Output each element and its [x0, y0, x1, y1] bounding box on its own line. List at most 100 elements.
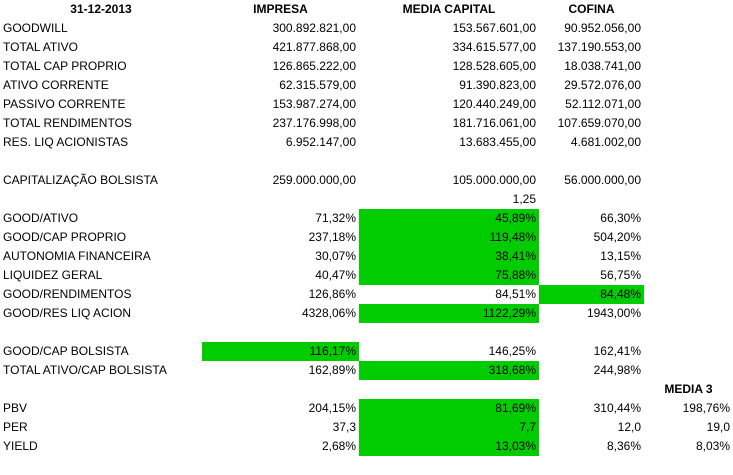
cell-media-capital[interactable]: 1122,29% [359, 304, 539, 323]
cell-impresa[interactable]: 37,3 [332, 420, 356, 434]
cell-cofina[interactable]: 8,36% [606, 439, 641, 453]
cell-media-capital[interactable]: 153.567.601,00 [452, 21, 536, 35]
row-label[interactable]: ATIVO CORRENTE [3, 78, 109, 92]
row-label[interactable] [0, 323, 202, 342]
header-media-3[interactable]: MEDIA 3 [664, 382, 713, 396]
cell-media-capital[interactable]: 7,7 [359, 418, 539, 437]
row-label[interactable]: PBV [3, 401, 28, 415]
cell-cofina[interactable]: 4.681.002,00 [570, 135, 641, 149]
cell-media-capital[interactable] [359, 152, 539, 171]
row-label[interactable] [0, 380, 202, 399]
row-label[interactable]: LIQUIDEZ GERAL [3, 268, 103, 282]
cell-media-capital[interactable]: 120.440.249,00 [452, 97, 536, 111]
header-impresa[interactable]: IMPRESA [253, 2, 308, 16]
cell-impresa[interactable]: 237,18% [308, 230, 356, 244]
header-cofina[interactable]: COFINA [568, 2, 615, 16]
row-label[interactable] [0, 190, 202, 209]
cell-cofina[interactable]: 18.038.741,00 [564, 59, 641, 73]
row-label[interactable]: GOOD/RENDIMENTOS [3, 287, 132, 301]
cell-media-capital[interactable]: 13,03% [359, 437, 539, 456]
cell-impresa[interactable]: 162,89% [308, 363, 356, 377]
row-label[interactable]: PASSIVO CORRENTE [3, 97, 126, 111]
cell-cofina[interactable]: 56,75% [600, 268, 641, 282]
row-label[interactable]: TOTAL ATIVO [3, 40, 78, 54]
cell-impresa[interactable]: 126.865.222,00 [272, 59, 356, 73]
cell-impresa[interactable]: 71,32% [315, 211, 356, 225]
cell-impresa[interactable]: 421.877.868,00 [272, 40, 356, 54]
cell-cofina[interactable] [539, 152, 644, 171]
cell-cofina[interactable]: 1943,00% [586, 306, 641, 320]
cell-media-capital[interactable]: 38,41% [359, 247, 539, 266]
cell-impresa[interactable]: 30,07% [315, 249, 356, 263]
row-label[interactable]: GOOD/CAP PROPRIO [3, 230, 127, 244]
cell-media-capital[interactable]: 146,25% [488, 344, 536, 358]
cell-impresa[interactable] [202, 152, 359, 171]
cell-media-capital[interactable]: 334.615.577,00 [452, 40, 536, 54]
cell-media-capital[interactable]: 45,89% [359, 209, 539, 228]
cell-cofina[interactable] [539, 190, 644, 209]
cell-media-3[interactable]: 19,0 [706, 420, 730, 434]
cell-cofina[interactable]: 12,0 [617, 420, 641, 434]
cell-media-capital[interactable]: 13.683.455,00 [459, 135, 536, 149]
cell-impresa[interactable] [202, 380, 359, 399]
cell-media-capital[interactable]: 181.716.061,00 [452, 116, 536, 130]
cell-impresa[interactable]: 4328,06% [301, 306, 356, 320]
cell-media-capital[interactable]: 1,25 [512, 192, 536, 206]
cell-impresa[interactable] [202, 323, 359, 342]
cell-cofina[interactable]: 137.190.553,00 [557, 40, 641, 54]
cell-media-3[interactable]: 198,76% [682, 401, 730, 415]
cell-media-3[interactable] [644, 380, 733, 399]
cell-media-3[interactable]: 8,03% [695, 439, 730, 453]
cell-impresa[interactable]: 126,86% [308, 287, 356, 301]
cell-cofina[interactable] [539, 323, 644, 342]
cell-cofina[interactable]: 56.000.000,00 [564, 173, 641, 187]
header-media-capital[interactable]: MEDIA CAPITAL [402, 2, 496, 16]
cell-cofina[interactable] [539, 380, 644, 399]
header-date[interactable]: 31-12-2013 [70, 2, 132, 16]
cell-impresa[interactable]: 259.000.000,00 [272, 173, 356, 187]
row-label[interactable]: TOTAL RENDIMENTOS [3, 116, 132, 130]
cell-media-capital[interactable] [359, 380, 539, 399]
cell-impresa[interactable]: 6.952.147,00 [285, 135, 356, 149]
row-label[interactable]: GOOD/ATIVO [3, 211, 79, 225]
cell-media-capital[interactable]: 128.528.605,00 [452, 59, 536, 73]
cell-cofina[interactable]: 504,20% [593, 230, 641, 244]
cell-impresa[interactable]: 204,15% [308, 401, 356, 415]
cell-impresa[interactable]: 40,47% [315, 268, 356, 282]
cell-cofina[interactable]: 244,98% [593, 363, 641, 377]
cell-cofina[interactable]: 107.659.070,00 [557, 116, 641, 130]
row-label[interactable]: TOTAL ATIVO/CAP BOLSISTA [3, 363, 167, 377]
cell-cofina[interactable]: 310,44% [593, 401, 641, 415]
cell-media-capital[interactable]: 119,48% [359, 228, 539, 247]
row-label[interactable]: GOOD/CAP BOLSISTA [3, 344, 129, 358]
cell-impresa[interactable]: 153.987.274,00 [272, 97, 356, 111]
cell-media-capital[interactable]: 318,68% [359, 361, 539, 380]
cell-cofina[interactable]: 84,48% [539, 285, 644, 304]
row-label[interactable]: YIELD [3, 439, 38, 453]
cell-impresa[interactable]: 62.315.579,00 [279, 78, 356, 92]
cell-media-capital[interactable]: 105.000.000,00 [452, 173, 536, 187]
row-label[interactable]: GOODWILL [3, 21, 68, 35]
cell-impresa[interactable]: 300.892.821,00 [272, 21, 356, 35]
cell-media-capital[interactable] [359, 323, 539, 342]
cell-impresa[interactable]: 2,68% [321, 439, 356, 453]
cell-cofina[interactable]: 162,41% [593, 344, 641, 358]
cell-media-capital[interactable]: 91.390.823,00 [459, 78, 536, 92]
cell-media-capital[interactable]: 81,69% [359, 399, 539, 418]
cell-cofina[interactable]: 52.112.071,00 [565, 97, 641, 111]
row-label[interactable]: AUTONOMIA FINANCEIRA [3, 249, 151, 263]
cell-cofina[interactable]: 66,30% [600, 211, 641, 225]
row-label[interactable]: CAPITALIZAÇÃO BOLSISTA [3, 173, 158, 187]
row-label[interactable]: PER [3, 420, 28, 434]
cell-media-capital[interactable]: 75,88% [359, 266, 539, 285]
cell-cofina[interactable]: 90.952.056,00 [564, 21, 641, 35]
row-label[interactable]: TOTAL CAP PROPRIO [3, 59, 127, 73]
row-label[interactable]: GOOD/RES LIQ ACION [3, 306, 132, 320]
cell-impresa[interactable]: 237.176.998,00 [272, 116, 356, 130]
cell-cofina[interactable]: 13,15% [600, 249, 641, 263]
row-label[interactable]: RES. LIQ ACIONISTAS [3, 135, 129, 149]
cell-media-capital[interactable]: 84,51% [495, 287, 536, 301]
cell-impresa[interactable] [202, 190, 359, 209]
cell-impresa[interactable]: 116,17% [202, 342, 359, 361]
row-label[interactable] [0, 152, 202, 171]
